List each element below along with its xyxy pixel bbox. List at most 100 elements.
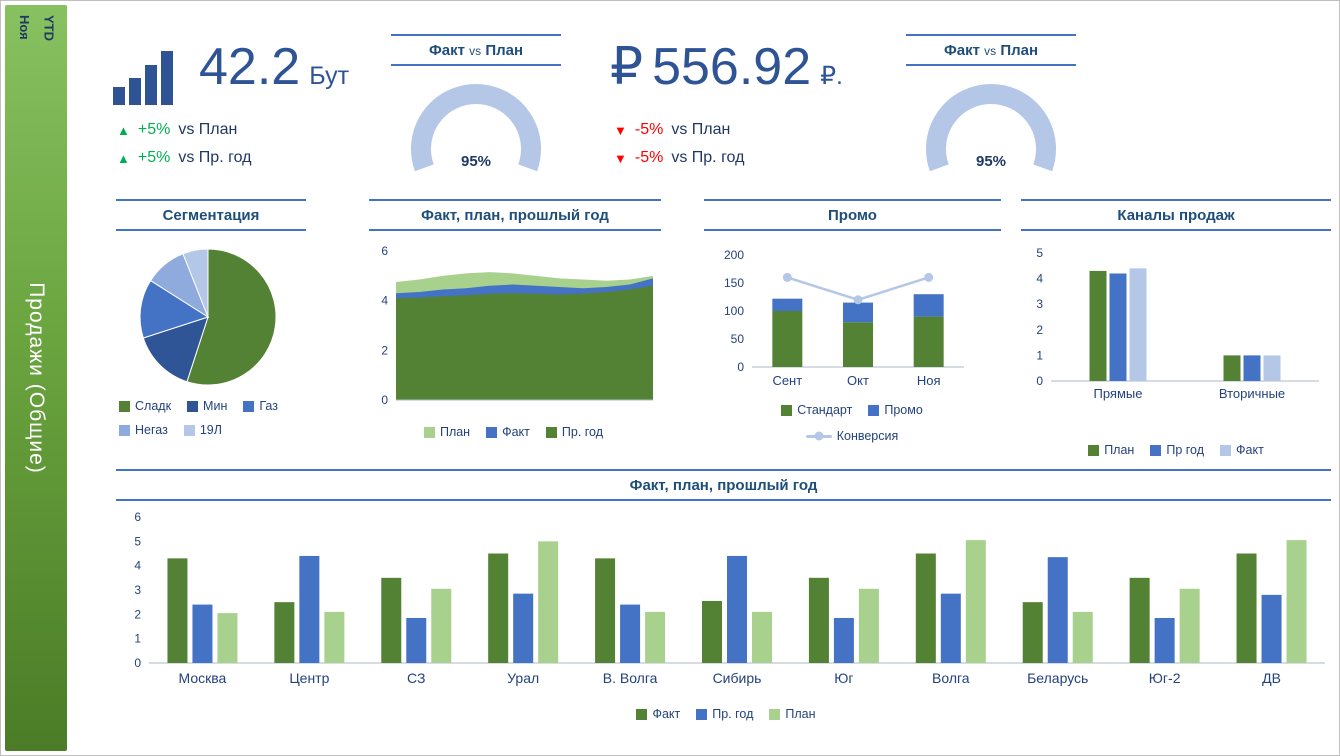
category-label: Вторичные [1219,386,1285,401]
legend-label: 19Л [199,423,222,437]
tick-label: 200 [724,248,744,262]
fact-plan-prev-area-chart[interactable]: 0 2 4 6 [366,241,661,416]
delta-label: vs Пр. год [671,149,745,166]
category-label: Москва [179,670,227,686]
legend-swatch [423,426,435,438]
legend-item: Пр. год [545,425,603,439]
tick-label: 3 [134,583,141,597]
legend-item: Стандарт [781,403,852,417]
bar [1286,540,1307,663]
up-triangle-icon: ▲ [117,150,130,166]
bar [324,611,345,663]
category-label: Юг-2 [1149,670,1181,686]
period-label: Ноя YTD [17,15,57,41]
tick-label: 4 [134,559,141,573]
gauge-left-chart[interactable] [391,79,561,185]
regions-chart[interactable]: 0 1 2 3 4 5 6 Москва Центр СЗ Урал В. Волга Сибирь Юг… [119,507,1333,695]
category-label: Окт [847,373,869,388]
tick-label: 0 [737,360,744,374]
title-vs: vs [984,44,997,58]
category-label: ДВ [1262,670,1281,686]
bar [833,617,854,663]
tick-label: 100 [724,304,744,318]
legend-item: План [769,707,816,721]
bar [595,558,616,663]
category-label: Беларусь [1027,670,1088,686]
channels-chart[interactable]: 0 1 2 3 4 5 Прямые Вторичные [1023,241,1329,409]
delta-value: +5% [137,149,171,166]
kpi-price: ₽ 556.92 ₽. ▼ -5% vs План ▼ -5% vs Пр. г… [606,31,906,181]
title-vs: vs [469,44,482,58]
kpi-volume: 42.2 Бут ▲ +5% vs План ▲ +5% vs Пр. год [101,31,391,181]
bar [1261,594,1282,663]
legend-swatch [1150,444,1162,456]
legend-swatch [1088,444,1100,456]
legend-label: План [1104,443,1135,457]
category-label: Юг [834,670,853,686]
bar [1263,355,1281,381]
bar [299,555,320,663]
legend-label: Пр год [1166,443,1204,457]
legend-item: Промо [868,403,923,417]
kpi-delta-vs-plan: ▲ +5% vs План [117,121,237,139]
stacked-bar-segment [913,316,944,367]
category-label: В. Волга [603,670,658,686]
legend-swatch [781,404,793,416]
line-marker [782,272,792,282]
category-label: Ноя [917,373,941,388]
bar [702,600,722,663]
bar [808,577,829,663]
legend-label: План [785,707,816,721]
tick-label: 3 [1036,297,1043,311]
legend-swatch [243,400,255,412]
legend-swatch [805,431,832,441]
bar [431,588,452,663]
sidebar-title: Продажи (Общие) [25,282,48,474]
bar [381,577,402,663]
tick-label: 0 [134,656,141,670]
kpi-delta-vs-prev-year: ▲ +5% vs Пр. год [117,149,251,167]
bar [513,593,534,663]
delta-value: -5% [634,121,664,138]
gauge-right-chart[interactable] [906,79,1076,185]
area-chart-legend: План Факт Пр. год [366,425,661,439]
legend-swatch [769,708,781,720]
kpi-unit: ₽. [820,62,843,90]
promo-chart[interactable]: 0 50 100 150 200 Сент Окт Ноя [706,241,998,393]
tick-label: 5 [1036,246,1043,260]
area-series [396,285,653,400]
regions-title: Факт, план, прошлый год [116,469,1331,501]
bar [488,553,509,663]
tick-label: 150 [724,276,744,290]
kpi-delta-vs-plan: ▼ -5% vs План [614,121,730,139]
tick-label: 1 [1036,348,1043,362]
kpi-delta-vs-prev-year: ▼ -5% vs Пр. год [614,149,744,167]
kpi-volume-value: 42.2 Бут [199,41,349,93]
bar [1179,588,1200,663]
category-label: Прямые [1094,386,1143,401]
tick-label: 1 [134,632,141,646]
title-fact: Факт [428,42,465,59]
bar [167,558,188,663]
legend-item: План [423,425,470,439]
legend-item: Газ [243,399,278,413]
bar [274,602,295,663]
legend-label: Факт [1236,443,1264,457]
bar [1243,355,1261,381]
title-plan: План [485,42,524,59]
pie-slice [182,248,209,318]
segmentation-pie-chart[interactable] [133,247,283,387]
tick-label: 4 [381,294,388,308]
gauge-arc [411,84,541,172]
legend-label: Пр. год [712,707,754,721]
legend-swatch [545,426,557,438]
legend-label: Газ [259,399,278,413]
regions-legend: Факт Пр. год План [119,707,1333,721]
category-label: Волга [932,670,970,686]
legend-label: Мин [203,399,228,413]
down-triangle-icon: ▼ [614,122,627,138]
ruble-icon: ₽ [610,37,644,97]
category-label: Сент [772,373,802,388]
delta-value: -5% [634,149,664,166]
